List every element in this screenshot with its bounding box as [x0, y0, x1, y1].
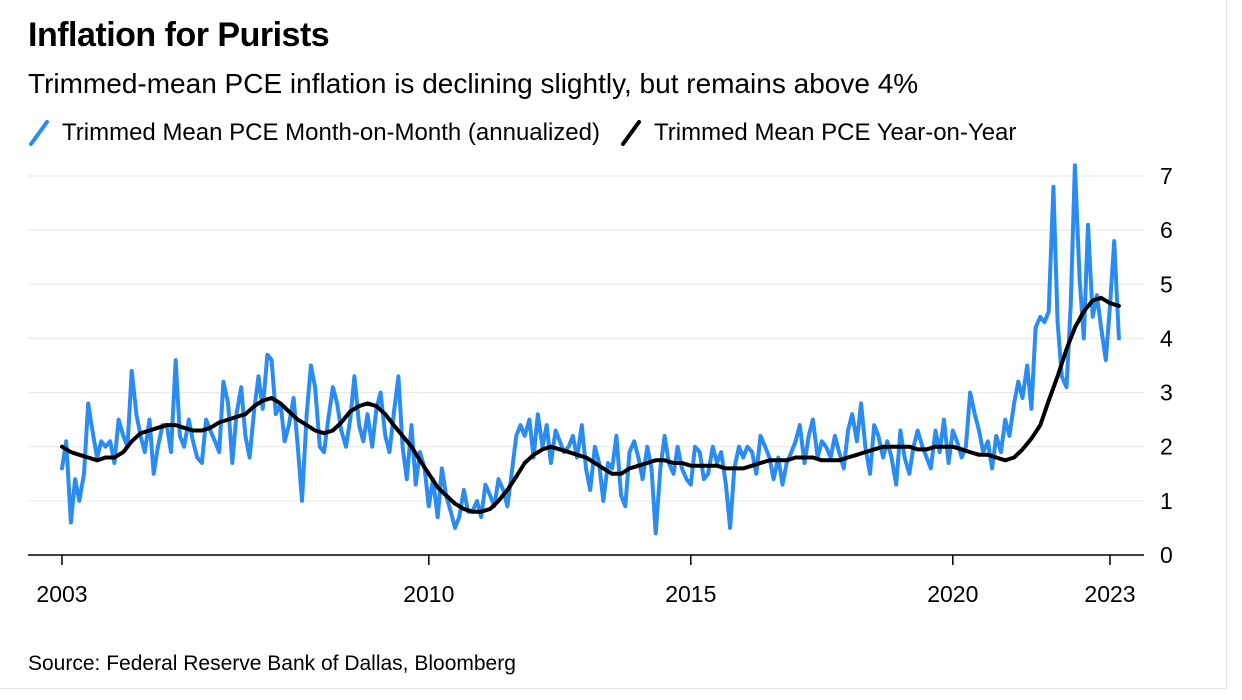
- legend-swatch-yoy: [620, 119, 642, 147]
- x-tick-label-2020: 2020: [927, 581, 978, 607]
- x-tick-label-2010: 2010: [403, 581, 454, 607]
- source-note: Source: Federal Reserve Bank of Dallas, …: [28, 652, 516, 675]
- x-tick-label-2003: 2003: [36, 581, 87, 607]
- legend-swatch-mom: [28, 119, 50, 147]
- y-tick-label-4: 4: [1160, 325, 1173, 351]
- chart-subtitle: Trimmed-mean PCE inflation is declining …: [28, 68, 919, 99]
- legend: Trimmed Mean PCE Month-on-Month (annuali…: [28, 119, 1036, 147]
- y-tick-label-5: 5: [1160, 271, 1173, 297]
- y-tick-label-3: 3: [1160, 380, 1173, 406]
- legend-label-yoy: Trimmed Mean PCE Year-on-Year: [654, 119, 1017, 146]
- y-tick-label-1: 1: [1160, 488, 1173, 514]
- y-tick-label-0: 0: [1160, 542, 1173, 568]
- x-tick-label-2015: 2015: [665, 581, 716, 607]
- chart-title: Inflation for Purists: [28, 16, 330, 54]
- x-tick-label-2023: 2023: [1084, 581, 1135, 607]
- y-tick-label-6: 6: [1160, 217, 1173, 243]
- legend-item-mom: Trimmed Mean PCE Month-on-Month (annuali…: [28, 119, 600, 147]
- line-chart: 0 1 2 3 4 5 6 7 2003 2010 2015 2020 2023: [28, 163, 1173, 607]
- series-line-year-on-year: [60, 295, 1121, 514]
- series-line-month-on-month: [60, 163, 1121, 536]
- y-tick-label-7: 7: [1160, 163, 1173, 189]
- chart-card: Inflation for Purists Trimmed-mean PCE i…: [0, 0, 1227, 689]
- y-tick-label-2: 2: [1160, 434, 1173, 460]
- legend-item-yoy: Trimmed Mean PCE Year-on-Year: [620, 119, 1016, 147]
- legend-label-mom: Trimmed Mean PCE Month-on-Month (annuali…: [62, 119, 600, 146]
